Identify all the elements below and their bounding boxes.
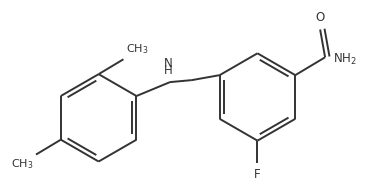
Text: F: F bbox=[254, 168, 261, 181]
Text: NH$_2$: NH$_2$ bbox=[333, 52, 357, 67]
Text: N: N bbox=[164, 57, 172, 70]
Text: CH$_3$: CH$_3$ bbox=[10, 158, 33, 171]
Text: H: H bbox=[164, 64, 172, 77]
Text: O: O bbox=[315, 11, 325, 24]
Text: CH$_3$: CH$_3$ bbox=[126, 42, 149, 56]
